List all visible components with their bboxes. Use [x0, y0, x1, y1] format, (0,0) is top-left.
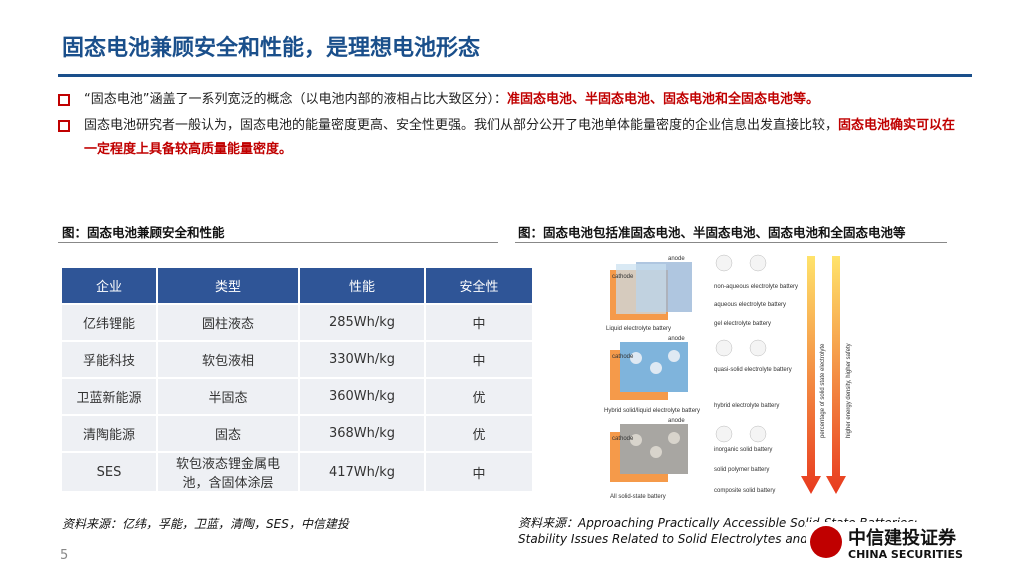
- table-row: SES 软包液态锂金属电池，含固体涂层 417Wh/kg 中: [62, 453, 532, 491]
- table-row: 孚能科技 软包液相 330Wh/kg 中: [62, 342, 532, 377]
- label: cathode: [612, 354, 634, 360]
- table: 企业 类型 性能 安全性 亿纬锂能 圆柱液态 285Wh/kg 中孚能科技 软包液相 330Wh…: [60, 266, 534, 493]
- label: aqueous electrolyte battery: [714, 302, 786, 308]
- caption: 图：固态电池兼顾安全和性能: [62, 225, 225, 240]
- label: cathode: [612, 436, 634, 442]
- table-cell: 中: [426, 305, 532, 340]
- label: inorganic solid battery: [714, 447, 772, 453]
- label: quasi-solid electrolyte battery: [714, 367, 792, 373]
- table-cell: 孚能科技: [62, 342, 156, 377]
- logo: 中信建投证券 CHINA SECURITIES: [806, 522, 976, 568]
- label: anode: [668, 336, 685, 342]
- label: Hybrid solid/liquid electrolyte battery: [604, 408, 700, 414]
- battery-1: [610, 262, 692, 320]
- table-cell: 半固态: [158, 379, 298, 414]
- label: solid polymer battery: [714, 467, 769, 473]
- table-cell: 清陶能源: [62, 416, 156, 451]
- battery-3: [610, 424, 688, 482]
- label: anode: [668, 418, 685, 424]
- label: cathode: [612, 274, 634, 280]
- label: hybrid electrolyte battery: [714, 403, 779, 409]
- bullet-highlight: 准固态电池、半固态电池、固态电池和全固态电池等。: [506, 92, 819, 107]
- th: 企业: [62, 268, 156, 303]
- table-row: 卫蓝新能源 半固态 360Wh/kg 优: [62, 379, 532, 414]
- logo-mark: [810, 526, 842, 558]
- arrow: [826, 256, 846, 494]
- table-cell: 368Wh/kg: [300, 416, 424, 451]
- table-cell: 软包液相: [158, 342, 298, 377]
- source: 资料来源：亿纬，孚能，卫蓝，清陶，SES，中信建投: [62, 517, 349, 531]
- caption-rule: [58, 242, 498, 243]
- axis-label: higher energy density, higher safety: [846, 343, 852, 438]
- bullet-text: “固态电池”涵盖了一系列宽泛的概念（以电池内部的液相占比大致区分）：: [84, 92, 507, 107]
- label: non-aqueous electrolyte battery: [714, 284, 798, 290]
- bullet: 固态电池研究者一般认为，固态电池的能量密度更高、安全性更强。我们从部分公开了电池…: [58, 114, 964, 162]
- th: 安全性: [426, 268, 532, 303]
- title-rule: [58, 74, 972, 77]
- table-row: 亿纬锂能 圆柱液态 285Wh/kg 中: [62, 305, 532, 340]
- table-cell: 软包液态锂金属电池，含固体涂层: [158, 453, 298, 491]
- bullet-highlight: 固态电池确实可以在一定程度上具备较高质量能量密度。: [84, 118, 956, 157]
- arrow: [801, 256, 821, 494]
- bullet-text: 固态电池研究者一般认为，固态电池的能量密度更高、安全性更强。我们从部分公开了电池…: [84, 118, 839, 133]
- battery-2: [610, 342, 688, 400]
- table-row: 清陶能源 固态 368Wh/kg 优: [62, 416, 532, 451]
- table-cell: 圆柱液态: [158, 305, 298, 340]
- table-cell: 中: [426, 342, 532, 377]
- label: composite solid battery: [714, 488, 775, 494]
- table-cell: 优: [426, 416, 532, 451]
- logo-en: CHINA SECURITIES: [848, 548, 963, 561]
- table-cell: 中: [426, 453, 532, 491]
- label: gel electrolyte battery: [714, 321, 771, 327]
- bullet: “固态电池”涵盖了一系列宽泛的概念（以电池内部的液相占比大致区分）：准固态电池、…: [58, 88, 958, 112]
- table-cell: 卫蓝新能源: [62, 379, 156, 414]
- label: Liquid electrolyte battery: [606, 326, 671, 332]
- label: All solid-state battery: [610, 494, 666, 500]
- table-cell: 417Wh/kg: [300, 453, 424, 491]
- table-cell: 285Wh/kg: [300, 305, 424, 340]
- table-cell: 360Wh/kg: [300, 379, 424, 414]
- page-number: 5: [60, 548, 69, 563]
- table-cell: 亿纬锂能: [62, 305, 156, 340]
- title: 固态电池兼顾安全和性能，是理想电池形态: [62, 36, 481, 61]
- table-cell: SES: [62, 453, 156, 491]
- th: 性能: [300, 268, 424, 303]
- label: anode: [668, 256, 685, 262]
- th: 类型: [158, 268, 298, 303]
- logo-text: 中信建投证券: [848, 528, 956, 549]
- caption-rule: [515, 242, 947, 243]
- diagram: anode cathode anode cathode anode cathod…: [604, 254, 852, 500]
- table-cell: 固态: [158, 416, 298, 451]
- table-cell: 330Wh/kg: [300, 342, 424, 377]
- axis-label: percentage of solid state electrolyte: [820, 343, 826, 438]
- caption: 图：固态电池包括准固态电池、半固态电池、固态电池和全固态电池等: [518, 225, 906, 240]
- table-cell: 优: [426, 379, 532, 414]
